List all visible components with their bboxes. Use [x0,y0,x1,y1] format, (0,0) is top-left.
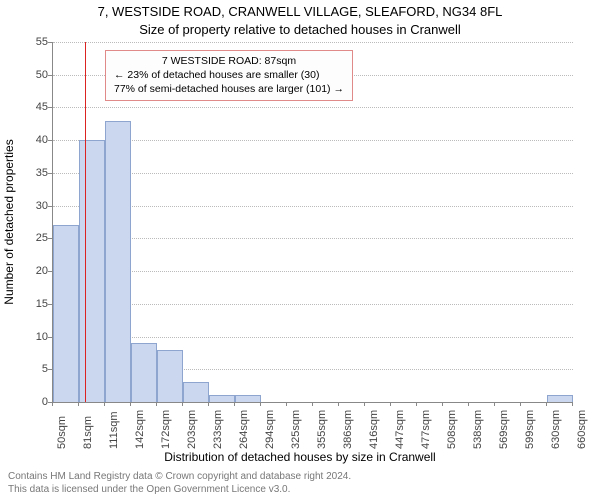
chart-title: 7, WESTSIDE ROAD, CRANWELL VILLAGE, SLEA… [0,4,600,19]
y-tick-label: 15 [20,298,48,310]
y-tick-label: 20 [20,265,48,277]
x-tick-mark [416,402,417,406]
x-tick-label: 569sqm [498,410,510,449]
x-tick-label: 630sqm [550,410,562,449]
y-tick-label: 45 [20,101,48,113]
x-tick-mark [546,402,547,406]
x-tick-mark [468,402,469,406]
x-tick-mark [312,402,313,406]
y-tick-mark [48,337,52,338]
x-tick-label: 386sqm [342,410,354,449]
x-tick-label: 142sqm [134,410,146,449]
legend-box: 7 WESTSIDE ROAD: 87sqm ← 23% of detached… [105,50,353,101]
histogram-bar [547,395,573,402]
x-tick-mark [572,402,573,406]
y-tick-label: 50 [20,69,48,81]
x-axis-label: Distribution of detached houses by size … [0,450,600,464]
histogram-bar [105,121,131,402]
x-tick-label: 447sqm [394,410,406,449]
x-tick-mark [390,402,391,406]
x-tick-mark [52,402,53,406]
y-tick-mark [48,271,52,272]
legend-line-1: 7 WESTSIDE ROAD: 87sqm [114,54,344,68]
y-tick-label: 10 [20,331,48,343]
x-tick-label: 416sqm [368,410,380,449]
histogram-bar [235,395,261,402]
histogram-bar [157,350,183,402]
y-tick-mark [48,140,52,141]
property-marker-line [85,42,86,402]
x-tick-mark [364,402,365,406]
x-tick-label: 477sqm [420,410,432,449]
y-tick-label: 30 [20,200,48,212]
x-tick-label: 325sqm [290,410,302,449]
x-tick-label: 81sqm [82,416,94,449]
x-tick-label: 599sqm [524,410,536,449]
x-tick-mark [182,402,183,406]
histogram-bar [53,225,79,402]
x-tick-label: 660sqm [576,410,588,449]
y-tick-mark [48,173,52,174]
chart-container: 7, WESTSIDE ROAD, CRANWELL VILLAGE, SLEA… [0,0,600,500]
y-tick-mark [48,206,52,207]
x-tick-mark [156,402,157,406]
x-tick-mark [286,402,287,406]
legend-line-3: 77% of semi-detached houses are larger (… [114,82,344,96]
gridline [53,42,573,43]
x-tick-label: 203sqm [186,410,198,449]
footer-line-1: Contains HM Land Registry data © Crown c… [8,471,592,484]
x-tick-label: 264sqm [238,410,250,449]
y-tick-label: 55 [20,36,48,48]
x-tick-mark [208,402,209,406]
x-tick-label: 50sqm [56,416,68,449]
x-tick-mark [78,402,79,406]
histogram-bar [131,343,157,402]
y-tick-label: 5 [20,363,48,375]
x-tick-mark [442,402,443,406]
chart-subtitle: Size of property relative to detached ho… [0,22,600,37]
y-axis-label: Number of detached properties [2,139,16,304]
histogram-bar [183,382,209,402]
x-tick-label: 294sqm [264,410,276,449]
x-tick-label: 111sqm [108,411,120,449]
y-tick-mark [48,107,52,108]
gridline [53,107,573,108]
footer-line-2: This data is licensed under the Open Gov… [8,484,592,497]
y-tick-label: 25 [20,232,48,244]
histogram-bar [79,140,105,402]
x-tick-label: 172sqm [160,410,172,449]
histogram-bar [209,395,235,402]
y-tick-label: 40 [20,134,48,146]
y-tick-label: 35 [20,167,48,179]
x-tick-label: 508sqm [446,410,458,449]
y-tick-mark [48,369,52,370]
y-tick-mark [48,75,52,76]
x-tick-mark [234,402,235,406]
y-tick-mark [48,238,52,239]
y-tick-mark [48,42,52,43]
x-tick-mark [130,402,131,406]
x-tick-label: 355sqm [316,410,328,449]
y-tick-label: 0 [20,396,48,408]
footer-attribution: Contains HM Land Registry data © Crown c… [8,471,592,496]
x-tick-mark [520,402,521,406]
x-tick-mark [494,402,495,406]
x-tick-label: 233sqm [212,410,224,449]
x-tick-mark [260,402,261,406]
y-tick-mark [48,304,52,305]
x-tick-mark [338,402,339,406]
legend-line-2: ← 23% of detached houses are smaller (30… [114,68,344,82]
x-tick-label: 538sqm [472,410,484,449]
x-tick-mark [104,402,105,406]
